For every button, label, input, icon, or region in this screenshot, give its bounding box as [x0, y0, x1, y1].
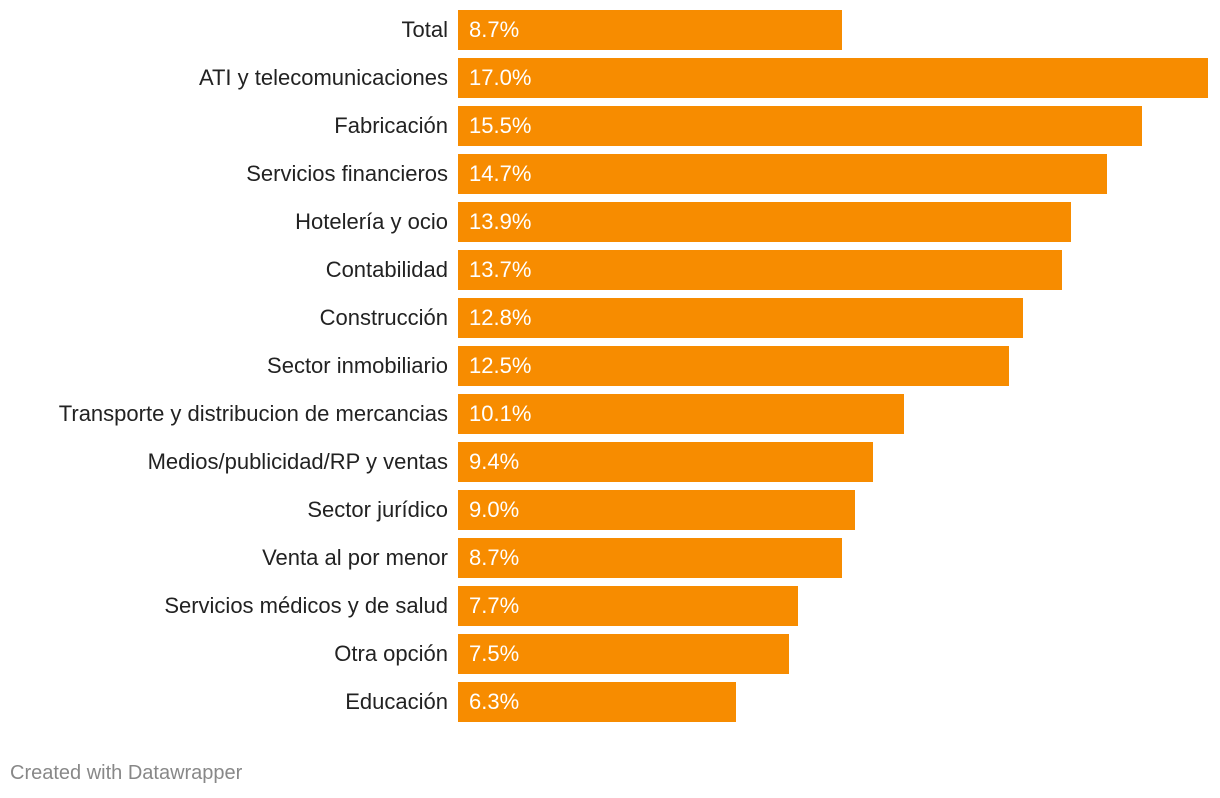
- bar-row: Servicios financieros 14.7%: [0, 154, 1220, 194]
- bar-row: Medios/publicidad/RP y ventas 9.4%: [0, 442, 1220, 482]
- bar-row: Hotelería y ocio 13.9%: [0, 202, 1220, 242]
- category-label: Total: [401, 17, 448, 42]
- category-label: ATI y telecomunicaciones: [198, 65, 448, 90]
- bar-row: Construcción 12.8%: [0, 298, 1220, 338]
- value-label: 13.9%: [469, 209, 532, 234]
- value-label: 8.7%: [469, 545, 520, 570]
- bar-row: Servicios médicos y de salud 7.7%: [0, 586, 1220, 626]
- bar-row: Educación 6.3%: [0, 682, 1220, 722]
- bar-row: ATI y telecomunicaciones 17.0%: [0, 58, 1220, 98]
- category-label: Hotelería y ocio: [295, 209, 448, 234]
- bar: [458, 10, 842, 50]
- value-label: 15.5%: [469, 113, 532, 138]
- category-label: Educación: [345, 689, 448, 714]
- bar: [458, 538, 842, 578]
- bar: [458, 202, 1071, 242]
- bar: [458, 634, 789, 674]
- value-label: 6.3%: [469, 689, 520, 714]
- bar-row: Total 8.7%: [0, 10, 1220, 50]
- bar: [458, 298, 1023, 338]
- bar: [458, 106, 1142, 146]
- bar-chart: Total 8.7% ATI y telecomunicaciones 17.0% Fa…: [0, 10, 1220, 722]
- bar: [458, 586, 798, 626]
- category-label: Contabilidad: [325, 257, 448, 282]
- value-label: 13.7%: [469, 257, 532, 282]
- bar-row: Transporte y distribucion de mercancias 1…: [0, 394, 1220, 434]
- bar: [458, 154, 1107, 194]
- value-label: 12.5%: [469, 353, 532, 378]
- bar: [458, 682, 736, 722]
- bar-row: Contabilidad 13.7%: [0, 250, 1220, 290]
- value-label: 10.1%: [469, 401, 532, 426]
- category-label: Medios/publicidad/RP y ventas: [147, 449, 448, 474]
- bar-row: Fabricación 15.5%: [0, 106, 1220, 146]
- category-label: Fabricación: [334, 113, 448, 138]
- value-label: 17.0%: [469, 65, 532, 90]
- value-label: 12.8%: [469, 305, 532, 330]
- bar: [458, 58, 1208, 98]
- bar: [458, 490, 855, 530]
- category-label: Servicios financieros: [246, 161, 448, 186]
- category-label: Otra opción: [334, 641, 448, 666]
- bar-row: Venta al por menor 8.7%: [0, 538, 1220, 578]
- category-label: Venta al por menor: [262, 545, 448, 570]
- bar: [458, 442, 873, 482]
- value-label: 9.4%: [469, 449, 520, 474]
- value-label: 7.7%: [469, 593, 520, 618]
- value-label: 8.7%: [469, 17, 520, 42]
- category-label: Construcción: [319, 305, 448, 330]
- value-label: 7.5%: [469, 641, 520, 666]
- value-label: 14.7%: [469, 161, 532, 186]
- bar-row: Sector jurídico 9.0%: [0, 490, 1220, 530]
- bar: [458, 346, 1009, 386]
- category-label: Sector jurídico: [307, 497, 448, 522]
- category-label: Sector inmobiliario: [267, 353, 448, 378]
- category-label: Servicios médicos y de salud: [164, 593, 448, 618]
- value-label: 9.0%: [469, 497, 520, 522]
- bar: [458, 394, 904, 434]
- datawrapper-credit: Created with Datawrapper: [10, 762, 243, 784]
- category-label: Transporte y distribucion de mercancias: [58, 401, 448, 426]
- bar-row: Sector inmobiliario 12.5%: [0, 346, 1220, 386]
- bar: [458, 250, 1062, 290]
- bar-row: Otra opción 7.5%: [0, 634, 1220, 674]
